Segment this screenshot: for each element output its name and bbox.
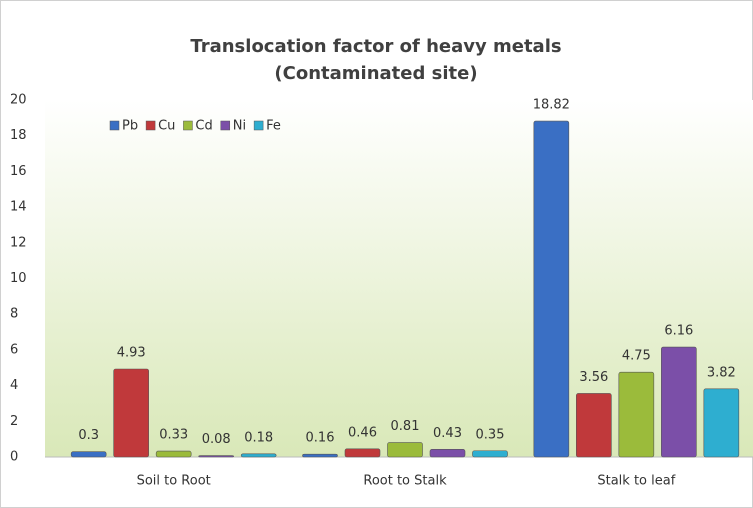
value-label: 4.93 [117, 345, 146, 360]
value-label: 0.08 [202, 432, 231, 447]
legend-swatch [183, 120, 193, 131]
bar [302, 453, 338, 458]
bar [429, 449, 466, 458]
legend-label: Fe [266, 119, 281, 134]
y-tick-label: 4 [10, 378, 18, 393]
legend-swatch [220, 120, 231, 131]
bar [661, 346, 697, 458]
value-label: 3.82 [707, 365, 736, 380]
bar [344, 448, 381, 458]
bar [387, 442, 423, 458]
bar [472, 450, 508, 458]
bar [70, 451, 107, 458]
x-tick-label: Soil to Root [137, 474, 211, 489]
legend-swatch [109, 120, 120, 131]
chart-subtitle: (Contaminated site) [274, 63, 477, 84]
legend-label: Pb [122, 119, 138, 134]
value-label: 0.43 [433, 426, 462, 441]
bar [113, 368, 149, 458]
legend-swatch [253, 120, 264, 131]
value-label: 18.82 [533, 98, 570, 113]
y-tick-label: 14 [10, 200, 27, 215]
bar [240, 453, 277, 458]
value-label: 6.16 [664, 324, 693, 339]
legend-label: Ni [233, 119, 246, 134]
legend-label: Cu [158, 119, 175, 134]
bar [618, 371, 655, 458]
y-tick-label: 2 [10, 414, 18, 429]
value-label: 0.18 [244, 430, 273, 445]
y-tick-label: 8 [10, 307, 18, 322]
legend-label: Cd [195, 119, 212, 134]
value-label: 0.81 [391, 419, 420, 434]
bar [576, 393, 612, 458]
x-tick-label: Stalk to leaf [597, 474, 675, 489]
value-label: 0.3 [78, 428, 99, 443]
x-tick-label: Root to Stalk [363, 474, 447, 489]
y-tick-label: 10 [10, 271, 27, 286]
bar [533, 120, 570, 458]
y-tick-label: 18 [10, 128, 27, 143]
y-tick-label: 0 [10, 450, 18, 465]
value-label: 0.16 [306, 431, 335, 446]
bar [155, 450, 192, 458]
bar [198, 455, 234, 458]
value-label: 3.56 [579, 370, 608, 385]
value-label: 0.35 [476, 427, 505, 442]
bar [703, 388, 740, 458]
y-tick-label: 6 [10, 342, 18, 357]
y-tick-label: 16 [10, 164, 27, 179]
value-label: 4.75 [622, 349, 651, 364]
y-tick-label: 20 [10, 93, 27, 108]
value-label: 0.46 [348, 425, 377, 440]
value-label: 0.33 [159, 428, 188, 443]
legend-swatch [145, 120, 156, 131]
chart-title: Translocation factor of heavy metals [190, 36, 561, 57]
y-tick-label: 12 [10, 235, 27, 250]
